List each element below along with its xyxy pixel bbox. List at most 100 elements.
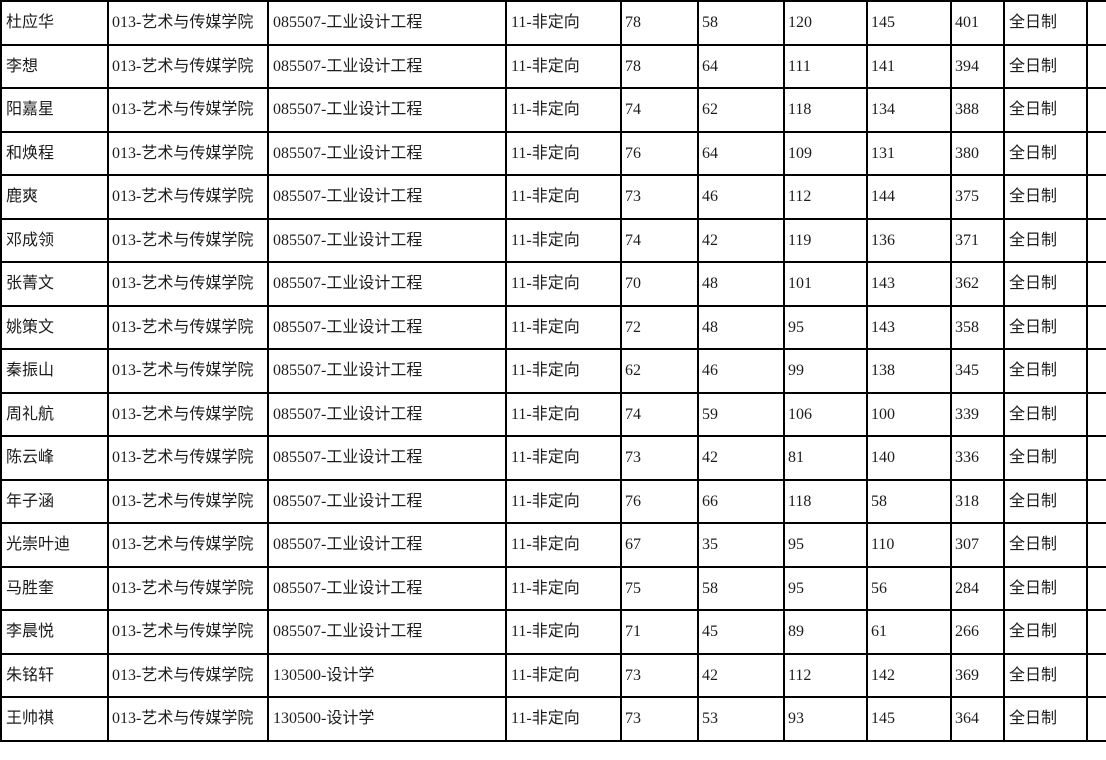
cell-score-2: 59 (697, 391, 785, 437)
cell-score-4: 131 (866, 130, 952, 176)
cell-study-mode: 全日制 (1003, 565, 1088, 611)
cell-score-3: 81 (783, 435, 868, 481)
cell-score-2: 42 (697, 652, 785, 698)
cell-score-3: 93 (783, 696, 868, 742)
table-row: 马胜奎 013-艺术与传媒学院 085507-工业设计工程 11-非定向 75 58 95 5… (0, 565, 1106, 611)
cell-category: 11-非定向 (505, 652, 622, 698)
cell-category: 11-非定向 (505, 43, 622, 89)
cell-score-4: 145 (866, 0, 952, 46)
cell-total: 380 (950, 130, 1005, 176)
cell-category: 11-非定向 (505, 609, 622, 655)
cell-name: 马胜奎 (0, 565, 109, 611)
cell-score-2: 62 (697, 87, 785, 133)
table-row: 朱铭轩 013-艺术与传媒学院 130500-设计学 11-非定向 73 42 112 142… (0, 652, 1106, 698)
cell-college: 013-艺术与传媒学院 (107, 391, 269, 437)
cell-name: 王帅祺 (0, 696, 109, 742)
cell-program: 085507-工业设计工程 (267, 0, 507, 46)
cell-score-3: 118 (783, 478, 868, 524)
cell-score-1: 62 (620, 348, 699, 394)
cell-total: 375 (950, 174, 1005, 220)
cell-score-1: 76 (620, 130, 699, 176)
score-table: 杜应华 013-艺术与传媒学院 085507-工业设计工程 11-非定向 78 58 120… (0, 0, 1106, 742)
table-row: 阳嘉星 013-艺术与传媒学院 085507-工业设计工程 11-非定向 74 62 118… (0, 87, 1106, 133)
cell-program: 085507-工业设计工程 (267, 565, 507, 611)
cell-trailing-empty (1086, 522, 1106, 568)
cell-program: 085507-工业设计工程 (267, 391, 507, 437)
table-row: 李晨悦 013-艺术与传媒学院 085507-工业设计工程 11-非定向 71 45 89 6… (0, 609, 1106, 655)
cell-trailing-empty (1086, 0, 1106, 46)
table-row: 邓成领 013-艺术与传媒学院 085507-工业设计工程 11-非定向 74 42 119… (0, 217, 1106, 263)
cell-score-4: 100 (866, 391, 952, 437)
table-row: 王帅祺 013-艺术与传媒学院 130500-设计学 11-非定向 73 53 93 145 3… (0, 696, 1106, 742)
cell-name: 姚策文 (0, 304, 109, 350)
cell-program: 085507-工业设计工程 (267, 261, 507, 307)
cell-score-1: 71 (620, 609, 699, 655)
cell-score-4: 138 (866, 348, 952, 394)
cell-score-1: 75 (620, 565, 699, 611)
cell-total: 284 (950, 565, 1005, 611)
cell-score-2: 46 (697, 174, 785, 220)
table-row: 周礼航 013-艺术与传媒学院 085507-工业设计工程 11-非定向 74 59 106… (0, 391, 1106, 437)
cell-college: 013-艺术与传媒学院 (107, 696, 269, 742)
table-row: 杜应华 013-艺术与传媒学院 085507-工业设计工程 11-非定向 78 58 120… (0, 0, 1106, 46)
cell-trailing-empty (1086, 696, 1106, 742)
cell-score-2: 42 (697, 435, 785, 481)
cell-college: 013-艺术与传媒学院 (107, 87, 269, 133)
cell-study-mode: 全日制 (1003, 87, 1088, 133)
cell-college: 013-艺术与传媒学院 (107, 478, 269, 524)
cell-score-4: 142 (866, 652, 952, 698)
cell-trailing-empty (1086, 304, 1106, 350)
cell-score-3: 119 (783, 217, 868, 263)
cell-college: 013-艺术与传媒学院 (107, 261, 269, 307)
cell-college: 013-艺术与传媒学院 (107, 217, 269, 263)
cell-score-1: 74 (620, 217, 699, 263)
cell-score-3: 101 (783, 261, 868, 307)
cell-total: 345 (950, 348, 1005, 394)
cell-college: 013-艺术与传媒学院 (107, 130, 269, 176)
cell-score-2: 64 (697, 43, 785, 89)
cell-name: 年子涵 (0, 478, 109, 524)
cell-college: 013-艺术与传媒学院 (107, 565, 269, 611)
cell-program: 130500-设计学 (267, 652, 507, 698)
cell-trailing-empty (1086, 174, 1106, 220)
cell-trailing-empty (1086, 391, 1106, 437)
cell-score-3: 95 (783, 304, 868, 350)
table-row: 张菁文 013-艺术与传媒学院 085507-工业设计工程 11-非定向 70 48 101… (0, 261, 1106, 307)
cell-score-4: 143 (866, 304, 952, 350)
cell-name: 阳嘉星 (0, 87, 109, 133)
cell-college: 013-艺术与传媒学院 (107, 652, 269, 698)
cell-category: 11-非定向 (505, 435, 622, 481)
cell-category: 11-非定向 (505, 87, 622, 133)
cell-score-4: 110 (866, 522, 952, 568)
cell-college: 013-艺术与传媒学院 (107, 0, 269, 46)
cell-study-mode: 全日制 (1003, 0, 1088, 46)
cell-name: 鹿爽 (0, 174, 109, 220)
cell-score-4: 56 (866, 565, 952, 611)
cell-score-4: 136 (866, 217, 952, 263)
cell-program: 130500-设计学 (267, 696, 507, 742)
cell-score-1: 72 (620, 304, 699, 350)
cell-score-2: 45 (697, 609, 785, 655)
cell-program: 085507-工业设计工程 (267, 130, 507, 176)
cell-category: 11-非定向 (505, 0, 622, 46)
cell-score-2: 48 (697, 304, 785, 350)
cell-total: 394 (950, 43, 1005, 89)
cell-total: 388 (950, 87, 1005, 133)
cell-trailing-empty (1086, 43, 1106, 89)
cell-trailing-empty (1086, 217, 1106, 263)
cell-study-mode: 全日制 (1003, 478, 1088, 524)
cell-score-3: 109 (783, 130, 868, 176)
cell-name: 朱铭轩 (0, 652, 109, 698)
cell-study-mode: 全日制 (1003, 304, 1088, 350)
cell-total: 307 (950, 522, 1005, 568)
cell-total: 336 (950, 435, 1005, 481)
cell-score-2: 53 (697, 696, 785, 742)
cell-category: 11-非定向 (505, 130, 622, 176)
cell-category: 11-非定向 (505, 565, 622, 611)
table-row: 年子涵 013-艺术与传媒学院 085507-工业设计工程 11-非定向 76 66 118… (0, 478, 1106, 524)
cell-score-1: 73 (620, 435, 699, 481)
cell-college: 013-艺术与传媒学院 (107, 609, 269, 655)
cell-score-1: 73 (620, 652, 699, 698)
cell-college: 013-艺术与传媒学院 (107, 522, 269, 568)
